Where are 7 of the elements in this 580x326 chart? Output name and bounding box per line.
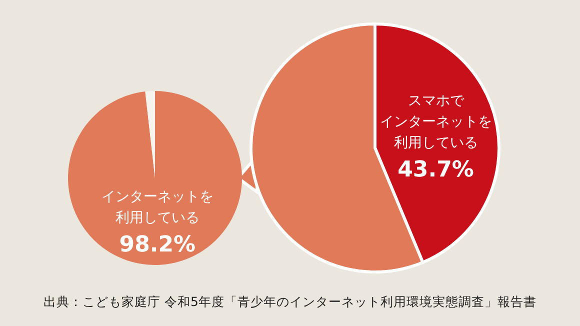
slice-label: スマホでインターネットを利用している — [380, 93, 492, 152]
pie-slice — [68, 91, 242, 265]
data-label: 98.2% — [119, 232, 196, 258]
source-note: 出典：こども家庭庁 令和5年度「青少年のインターネット利用環境実態調査」報告書 — [42, 294, 538, 311]
pie-slice — [145, 91, 155, 178]
slice-label: インターネットを利用している — [101, 189, 214, 226]
data-label: 43.7% — [398, 157, 474, 182]
